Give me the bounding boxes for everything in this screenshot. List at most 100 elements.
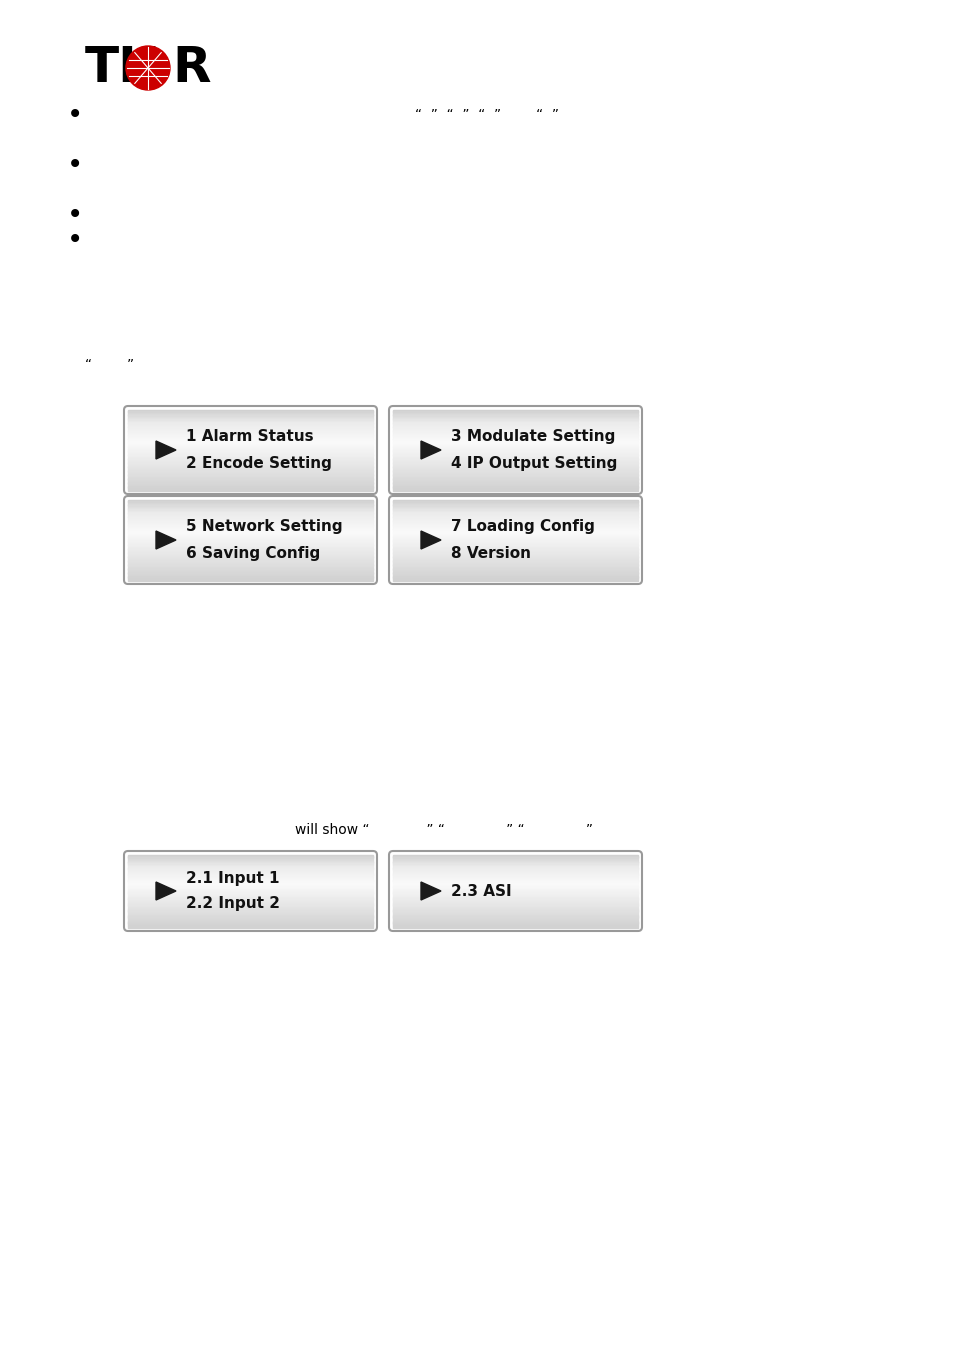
Bar bbox=[393, 568, 638, 570]
Bar bbox=[393, 500, 638, 502]
Bar bbox=[128, 535, 373, 536]
Bar bbox=[393, 466, 638, 468]
Bar bbox=[393, 429, 638, 431]
Bar bbox=[393, 902, 638, 903]
Text: •: • bbox=[67, 151, 83, 180]
Bar bbox=[128, 896, 373, 899]
Text: 2.1 Input 1: 2.1 Input 1 bbox=[186, 871, 279, 886]
Bar bbox=[393, 859, 638, 860]
Bar bbox=[128, 879, 373, 880]
Bar bbox=[128, 900, 373, 902]
Bar bbox=[128, 509, 373, 512]
Bar bbox=[393, 510, 638, 513]
Bar bbox=[128, 873, 373, 875]
Bar bbox=[393, 919, 638, 922]
Text: 5 Network Setting: 5 Network Setting bbox=[186, 518, 342, 533]
Bar bbox=[393, 525, 638, 526]
Bar bbox=[128, 418, 373, 420]
Bar bbox=[393, 914, 638, 915]
Bar bbox=[128, 576, 373, 578]
Bar bbox=[393, 420, 638, 421]
Bar bbox=[393, 460, 638, 463]
Bar bbox=[128, 459, 373, 462]
Bar bbox=[128, 520, 373, 522]
Bar bbox=[393, 524, 638, 527]
Bar bbox=[128, 478, 373, 479]
Bar bbox=[128, 549, 373, 551]
Bar bbox=[393, 917, 638, 918]
Text: 2.2 Input 2: 2.2 Input 2 bbox=[186, 896, 280, 911]
Bar bbox=[393, 518, 638, 521]
Text: 2.3 ASI: 2.3 ASI bbox=[451, 883, 511, 899]
Bar bbox=[128, 450, 373, 452]
Bar bbox=[393, 552, 638, 554]
Bar bbox=[128, 467, 373, 470]
Bar bbox=[393, 454, 638, 456]
Bar bbox=[128, 921, 373, 922]
Bar bbox=[393, 910, 638, 911]
Bar bbox=[393, 451, 638, 454]
Text: 1 Alarm Status: 1 Alarm Status bbox=[186, 429, 314, 444]
Bar bbox=[128, 923, 373, 925]
Bar bbox=[393, 579, 638, 580]
Bar bbox=[393, 467, 638, 470]
Bar bbox=[128, 566, 373, 567]
Bar bbox=[128, 907, 373, 909]
Bar bbox=[128, 863, 373, 864]
Bar bbox=[128, 868, 373, 869]
Bar bbox=[393, 517, 638, 520]
Bar bbox=[128, 541, 373, 543]
Bar bbox=[393, 478, 638, 479]
Bar bbox=[128, 906, 373, 907]
Bar bbox=[393, 559, 638, 560]
Bar bbox=[393, 522, 638, 525]
Bar bbox=[393, 567, 638, 568]
Bar bbox=[393, 578, 638, 579]
Bar bbox=[393, 861, 638, 863]
Bar bbox=[393, 474, 638, 475]
Bar bbox=[128, 474, 373, 475]
Bar bbox=[393, 547, 638, 548]
Bar bbox=[393, 904, 638, 906]
Bar bbox=[128, 448, 373, 451]
Bar bbox=[393, 891, 638, 892]
Circle shape bbox=[126, 46, 170, 90]
Bar bbox=[128, 444, 373, 447]
Polygon shape bbox=[420, 882, 440, 900]
Bar bbox=[393, 896, 638, 899]
Bar bbox=[128, 439, 373, 441]
Bar bbox=[393, 410, 638, 412]
Bar bbox=[128, 903, 373, 905]
Bar bbox=[393, 418, 638, 420]
Bar bbox=[128, 447, 373, 450]
Bar bbox=[128, 545, 373, 547]
Text: 3 Modulate Setting: 3 Modulate Setting bbox=[451, 429, 615, 444]
Bar bbox=[128, 451, 373, 454]
Bar bbox=[128, 902, 373, 903]
Bar bbox=[128, 892, 373, 894]
Bar bbox=[128, 563, 373, 564]
Bar bbox=[128, 508, 373, 510]
Bar bbox=[128, 432, 373, 435]
Bar bbox=[393, 563, 638, 564]
Bar bbox=[128, 917, 373, 918]
Bar bbox=[128, 481, 373, 482]
Bar bbox=[393, 417, 638, 418]
Bar bbox=[393, 440, 638, 443]
Bar bbox=[393, 428, 638, 429]
Bar bbox=[128, 552, 373, 554]
Bar bbox=[393, 556, 638, 558]
Bar bbox=[393, 548, 638, 549]
Bar bbox=[128, 440, 373, 443]
Text: “        ”: “ ” bbox=[85, 358, 134, 373]
Text: •: • bbox=[67, 225, 83, 254]
Bar bbox=[393, 539, 638, 540]
Bar bbox=[393, 899, 638, 900]
Bar bbox=[393, 501, 638, 504]
Bar bbox=[128, 417, 373, 418]
Polygon shape bbox=[156, 441, 175, 459]
Bar bbox=[128, 925, 373, 926]
Bar bbox=[393, 541, 638, 543]
Bar bbox=[393, 504, 638, 506]
Bar bbox=[393, 907, 638, 909]
